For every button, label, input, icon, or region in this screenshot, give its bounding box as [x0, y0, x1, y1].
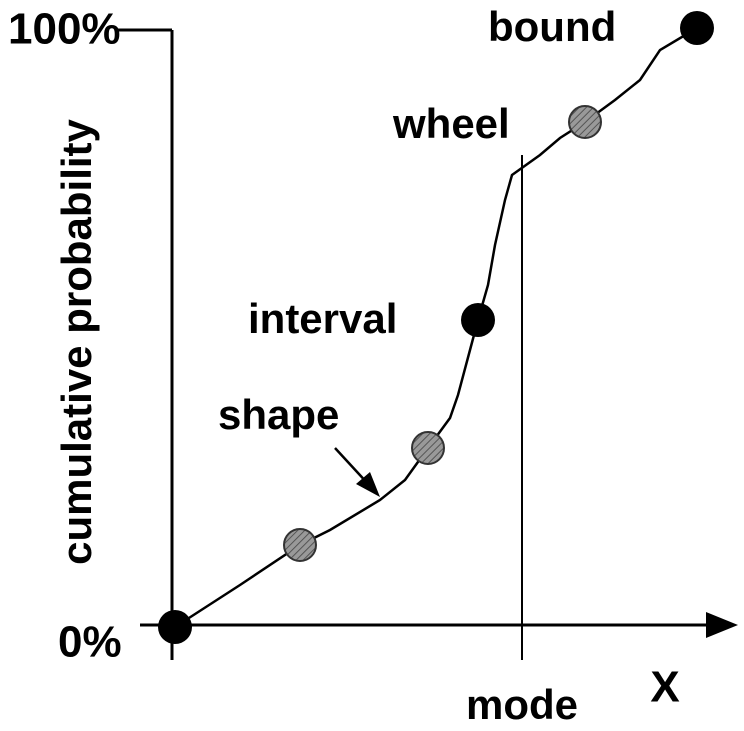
- annotation: shape: [218, 391, 339, 438]
- interval-dot: [461, 303, 495, 337]
- shape-dot: [283, 528, 317, 562]
- y-bottom-label: 0%: [58, 618, 122, 667]
- annotation: interval: [248, 295, 397, 342]
- mode-label: mode: [466, 681, 578, 728]
- annotation: bound: [488, 3, 616, 50]
- axes: [118, 28, 712, 660]
- x-axis-label: X: [650, 663, 679, 712]
- y-top-label: 100%: [8, 5, 121, 54]
- shape-arrow-head: [356, 472, 380, 497]
- x-arrow-head: [706, 612, 738, 638]
- y-axis-label: cumulative probability: [53, 118, 100, 564]
- bound-dot: [158, 610, 192, 644]
- annotation: wheel: [392, 100, 510, 147]
- cdf-curve: [174, 26, 698, 629]
- bound-dot: [680, 11, 714, 45]
- wheel-dot: [568, 105, 602, 139]
- shape-dot: [411, 431, 445, 465]
